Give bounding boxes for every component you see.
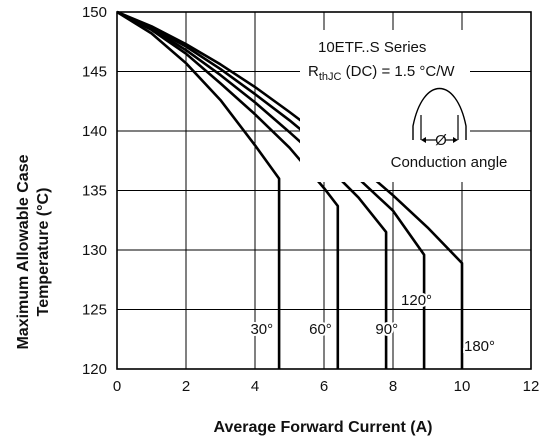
phi-label: Ø	[435, 132, 447, 149]
y-axis-title-line-2: Temperature (°C)	[35, 188, 52, 317]
y-tick-label: 130	[82, 242, 107, 259]
series-title: 10ETF..S Series	[318, 39, 426, 56]
series-labels: 30° 60° 90°120° 180°	[248, 290, 497, 357]
annotation-background	[300, 30, 470, 182]
x-tick-label: 4	[251, 378, 259, 395]
x-tick-label: 12	[523, 378, 540, 395]
conduction-angle-icon	[412, 87, 467, 143]
series-label-90deg: 90°	[375, 321, 398, 338]
x-tick-label: 2	[182, 378, 190, 395]
y-tick-label: 145	[82, 64, 107, 81]
series-curve-90deg	[116, 10, 388, 369]
x-axis-title: Average Forward Current (A)	[214, 419, 433, 436]
x-tick-label: 8	[389, 378, 397, 395]
y-tick-label: 140	[82, 123, 107, 140]
y-axis-title: Maximum Allowable Case Temperature (°C)	[15, 154, 52, 349]
series-curves	[116, 10, 464, 369]
y-tick-label: 135	[82, 183, 107, 200]
y-axis-title-line-1: Maximum Allowable Case	[15, 154, 32, 349]
rth-suffix: (DC) = 1.5 °C/W	[341, 63, 455, 80]
rth-prefix: R	[308, 63, 319, 80]
x-tick-label: 6	[320, 378, 328, 395]
y-tick-label: 150	[82, 4, 107, 21]
series-label-60deg: 60°	[309, 321, 332, 338]
plot-frame	[116, 11, 532, 370]
series-curve-120deg	[116, 10, 426, 369]
y-tick-label: 120	[82, 361, 107, 378]
tick-labels: 0 2 4 6 8 10 12 120 125 130 135 140 145 150	[82, 4, 539, 395]
series-curve-30deg	[116, 10, 281, 369]
x-tick-label: 0	[113, 378, 121, 395]
series-label-30deg: 30°	[250, 321, 273, 338]
conduction-angle-label: Conduction angle	[391, 154, 508, 171]
rth-subscript: thJC	[319, 71, 342, 83]
series-label-180deg: 180°	[464, 338, 495, 355]
series-curve-60deg	[116, 10, 340, 369]
x-tick-label: 10	[454, 378, 471, 395]
series-label-120deg: 120°	[401, 292, 432, 309]
y-tick-label: 125	[82, 302, 107, 319]
thermal-resistance-label: RthJC (DC) = 1.5 °C/W	[308, 63, 455, 83]
